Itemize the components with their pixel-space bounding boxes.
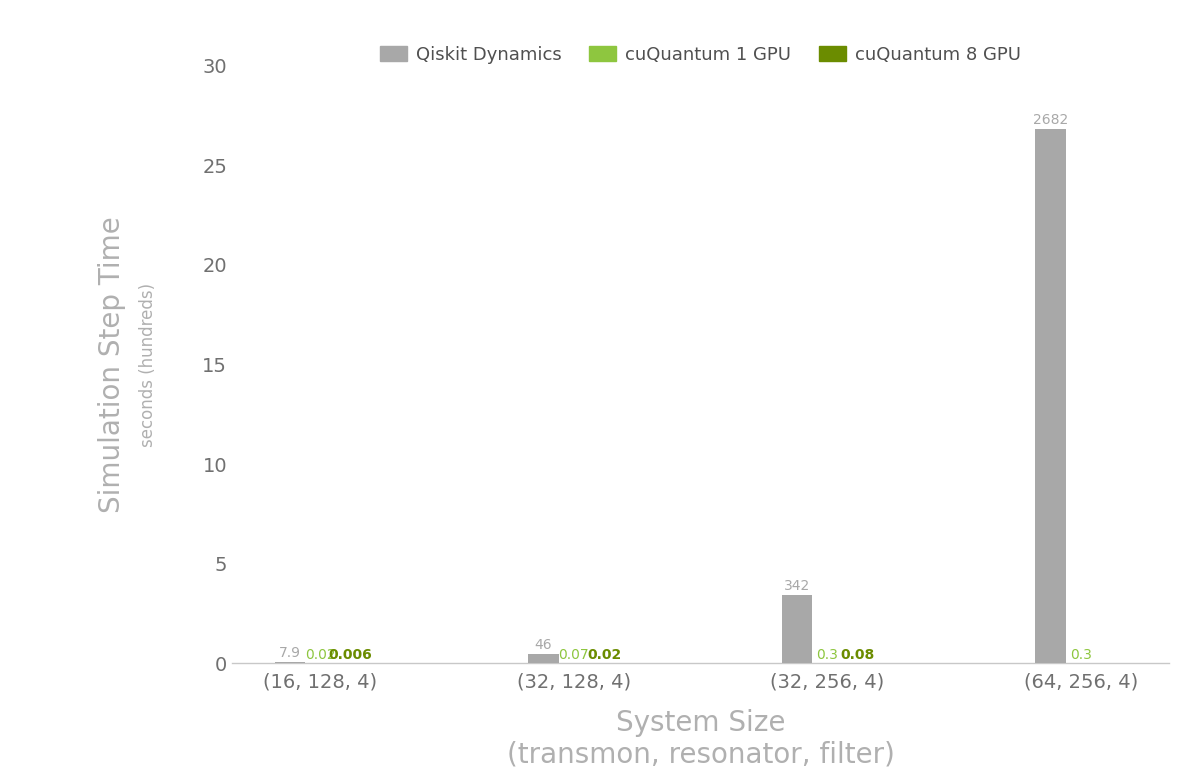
Text: 0.006: 0.006 xyxy=(329,648,373,662)
Bar xyxy=(781,595,812,663)
Text: 0.08: 0.08 xyxy=(841,648,875,662)
Bar xyxy=(275,662,305,663)
Text: 0.07: 0.07 xyxy=(559,648,590,662)
Text: 46: 46 xyxy=(534,638,552,652)
Text: 342: 342 xyxy=(784,579,810,593)
Text: 2682: 2682 xyxy=(1032,113,1068,127)
Text: seconds (hundreds): seconds (hundreds) xyxy=(139,282,156,447)
Legend: Qiskit Dynamics, cuQuantum 1 GPU, cuQuantum 8 GPU: Qiskit Dynamics, cuQuantum 1 GPU, cuQuan… xyxy=(373,39,1028,71)
Text: 0.02: 0.02 xyxy=(587,648,622,662)
Text: 7.9: 7.9 xyxy=(278,646,301,659)
Y-axis label: Simulation Step Time: Simulation Step Time xyxy=(98,216,126,513)
Text: 0.02: 0.02 xyxy=(305,648,335,662)
X-axis label: System Size
(transmon, resonator, filter): System Size (transmon, resonator, filter… xyxy=(507,709,894,769)
Bar xyxy=(1035,129,1066,663)
Text: 0.3: 0.3 xyxy=(816,648,838,662)
Text: 0.3: 0.3 xyxy=(1070,648,1092,662)
Bar xyxy=(528,654,559,663)
